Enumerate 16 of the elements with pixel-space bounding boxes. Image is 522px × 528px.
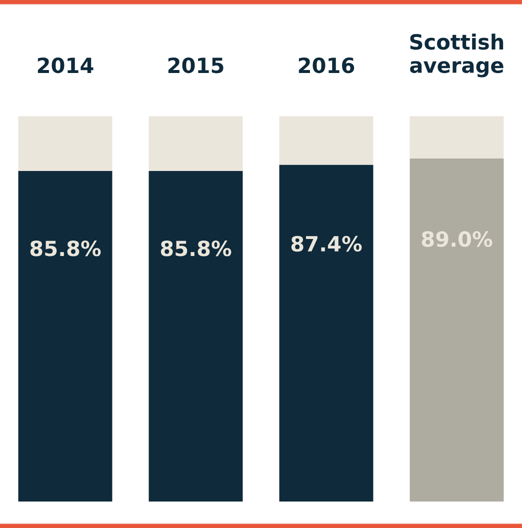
- x-tick-label: 2015: [168, 57, 224, 74]
- bar: [148, 116, 243, 171]
- data-label: 89.0%: [422, 231, 492, 247]
- bar: [279, 116, 374, 165]
- data-label: 85.8%: [30, 240, 101, 256]
- bar: [279, 164, 374, 502]
- x-tick-label: 2016: [298, 57, 354, 74]
- bar: [410, 158, 504, 502]
- data-label: 85.8%: [160, 240, 232, 256]
- bar: [18, 116, 112, 171]
- bar: [148, 170, 243, 502]
- bar: [18, 170, 112, 502]
- data-label: 87.4%: [291, 236, 362, 252]
- x-tick-label: Scottish average: [410, 34, 504, 78]
- bar: [410, 116, 504, 159]
- x-tick-label: 2014: [38, 57, 94, 74]
